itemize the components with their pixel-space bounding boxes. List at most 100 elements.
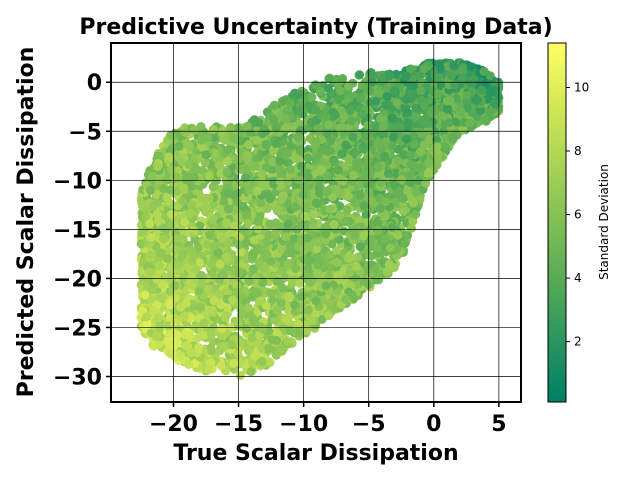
scatter-point bbox=[247, 332, 257, 342]
scatter-point bbox=[296, 105, 305, 115]
scatter-point bbox=[145, 185, 155, 195]
scatter-point bbox=[382, 92, 392, 101]
scatter-point bbox=[163, 254, 172, 264]
scatter-point bbox=[156, 248, 166, 258]
scatter-point bbox=[269, 115, 279, 125]
scatter-point bbox=[233, 188, 243, 198]
scatter-point bbox=[383, 169, 393, 178]
scatter-point bbox=[398, 206, 408, 216]
scatter-point bbox=[195, 302, 204, 312]
scatter-point bbox=[268, 146, 278, 156]
scatter-point bbox=[159, 183, 168, 193]
scatter-point bbox=[165, 286, 175, 296]
scatter-point bbox=[481, 115, 491, 125]
scatter-point bbox=[345, 280, 354, 290]
scatter-point bbox=[337, 149, 347, 159]
scatter-point bbox=[171, 245, 181, 255]
scatter-point bbox=[393, 156, 403, 166]
scatter-point bbox=[206, 358, 216, 367]
scatter-point bbox=[196, 270, 206, 280]
scatter-point bbox=[159, 234, 169, 244]
scatter-point bbox=[154, 339, 164, 349]
scatter-point bbox=[215, 259, 225, 269]
scatter-point bbox=[341, 295, 350, 304]
scatter-point bbox=[178, 196, 188, 206]
scatter-point bbox=[305, 277, 315, 287]
scatter-point bbox=[140, 290, 150, 300]
scatter-point bbox=[338, 74, 348, 83]
scatter-point bbox=[432, 73, 442, 83]
scatter-point bbox=[181, 298, 191, 308]
scatter-point bbox=[268, 156, 278, 166]
scatter-point bbox=[223, 145, 233, 155]
scatter-point bbox=[291, 263, 301, 273]
scatter-point bbox=[153, 216, 163, 226]
scatter-point bbox=[321, 112, 331, 122]
scatter-point bbox=[312, 244, 321, 254]
scatter-point bbox=[219, 197, 229, 207]
scatter-point bbox=[262, 204, 272, 213]
scatter-point bbox=[179, 272, 189, 282]
scatter-point bbox=[283, 177, 293, 187]
scatter-point bbox=[380, 151, 390, 161]
scatter-point bbox=[330, 110, 340, 120]
scatter-point bbox=[274, 205, 284, 215]
scatter-point bbox=[313, 152, 323, 162]
scatter-point bbox=[406, 150, 416, 160]
scatter-point bbox=[155, 261, 165, 271]
scatter-point bbox=[242, 121, 252, 131]
scatter-point bbox=[275, 156, 285, 166]
scatter-point bbox=[249, 115, 259, 125]
scatter-point bbox=[142, 319, 152, 329]
scatter-point bbox=[242, 150, 252, 160]
scatter-point bbox=[176, 351, 185, 361]
scatter-point bbox=[345, 105, 355, 115]
scatter-point bbox=[265, 194, 275, 204]
scatter-point bbox=[311, 309, 321, 319]
scatter-point bbox=[204, 193, 214, 203]
scatter-point bbox=[300, 211, 310, 221]
scatter-point bbox=[241, 211, 251, 220]
scatter-point bbox=[344, 154, 354, 164]
scatter-point bbox=[324, 74, 334, 84]
scatter-point bbox=[203, 284, 213, 294]
scatter-point bbox=[249, 264, 259, 274]
scatter-point bbox=[356, 93, 366, 103]
scatter-point bbox=[275, 222, 285, 232]
scatter-point bbox=[217, 324, 227, 334]
scatter-point bbox=[174, 141, 184, 151]
scatter-point bbox=[311, 296, 321, 306]
scatter-point bbox=[223, 188, 233, 198]
scatter-point bbox=[220, 341, 230, 351]
scatter-point bbox=[255, 296, 265, 306]
scatter-point bbox=[180, 217, 190, 227]
scatter-point bbox=[207, 306, 217, 315]
scatter-point bbox=[146, 250, 156, 260]
scatter-point bbox=[359, 201, 369, 211]
scatter-point bbox=[225, 228, 235, 238]
scatter-point bbox=[225, 123, 235, 133]
scatter-point bbox=[244, 276, 254, 286]
scatter-point bbox=[213, 248, 223, 257]
scatter-point bbox=[220, 312, 230, 322]
scatter-point bbox=[300, 320, 310, 330]
scatter-point bbox=[303, 153, 313, 163]
scatter-point bbox=[317, 314, 327, 324]
scatter-point bbox=[303, 305, 313, 315]
scatter-point bbox=[335, 189, 345, 199]
scatter-point bbox=[179, 312, 189, 322]
scatter-point bbox=[331, 246, 341, 256]
scatter-point bbox=[332, 257, 342, 267]
scatter-point bbox=[351, 261, 361, 271]
scatter-point bbox=[172, 234, 182, 244]
scatter-point bbox=[370, 122, 380, 131]
scatter-point bbox=[179, 183, 189, 193]
scatter-point bbox=[447, 132, 457, 142]
scatter-point bbox=[233, 198, 243, 208]
scatter-point bbox=[349, 170, 359, 180]
scatter-point bbox=[382, 84, 392, 94]
scatter-point bbox=[157, 293, 167, 303]
scatter-point bbox=[287, 274, 297, 284]
scatter-point bbox=[266, 288, 276, 298]
